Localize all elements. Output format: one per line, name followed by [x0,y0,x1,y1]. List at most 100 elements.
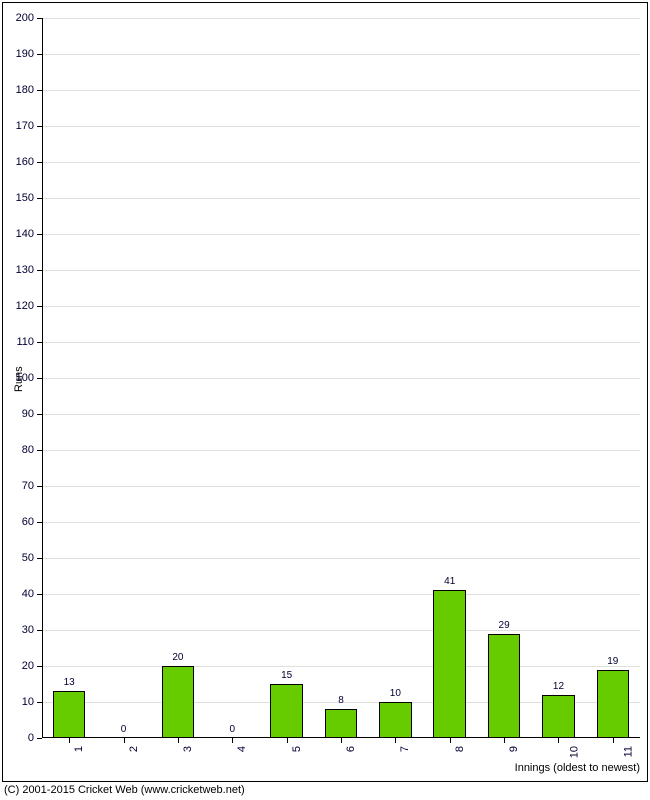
gridline [42,486,640,487]
x-tick-mark [450,738,451,743]
gridline [42,342,640,343]
y-tick-label: 70 [0,480,34,492]
plot-area: 13 0 20 0 15 8 10 41 29 12 19 [42,18,640,738]
bar-value-label: 10 [390,688,401,699]
y-tick-label: 0 [0,732,34,744]
x-tick-label: 10 [569,746,581,758]
gridline [42,450,640,451]
y-tick-mark [37,234,42,235]
y-tick-label: 100 [0,372,34,384]
bar-value-label: 41 [444,576,455,587]
y-tick-label: 90 [0,408,34,420]
bar-value-label: 19 [607,656,618,667]
y-tick-mark [37,198,42,199]
bar-value-label: 13 [64,677,75,688]
gridline [42,18,640,19]
bar-value-label: 15 [281,670,292,681]
x-tick-mark [69,738,70,743]
bar [488,634,521,738]
gridline [42,90,640,91]
x-tick-label: 5 [291,746,303,752]
y-tick-mark [37,558,42,559]
bar [270,684,303,738]
y-tick-label: 200 [0,12,34,24]
x-axis-title: Innings (oldest to newest) [515,762,640,774]
y-tick-mark [37,306,42,307]
bar [597,670,630,738]
x-tick-mark [395,738,396,743]
y-tick-label: 130 [0,264,34,276]
gridline [42,666,640,667]
x-tick-label: 11 [622,746,634,757]
y-tick-label: 40 [0,588,34,600]
gridline [42,522,640,523]
y-tick-mark [37,666,42,667]
x-tick-mark [124,738,125,743]
bar-value-label: 29 [499,620,510,631]
copyright-footer: (C) 2001-2015 Cricket Web (www.cricketwe… [4,784,245,796]
y-tick-label: 80 [0,444,34,456]
x-tick-label: 3 [182,746,194,752]
y-tick-label: 160 [0,156,34,168]
y-tick-mark [37,270,42,271]
y-tick-mark [37,342,42,343]
bar [542,695,575,738]
x-tick-mark [178,738,179,743]
bar-value-label: 20 [172,652,183,663]
x-tick-label: 8 [454,746,466,752]
x-tick-mark [341,738,342,743]
y-tick-label: 10 [0,696,34,708]
bar-value-label: 8 [338,695,344,706]
gridline [42,234,640,235]
y-tick-label: 190 [0,48,34,60]
bar [162,666,195,738]
y-tick-mark [37,450,42,451]
y-tick-label: 60 [0,516,34,528]
y-tick-mark [37,594,42,595]
y-tick-label: 140 [0,228,34,240]
x-tick-label: 6 [345,746,357,752]
y-tick-mark [37,126,42,127]
gridline [42,126,640,127]
x-tick-label: 4 [236,746,248,752]
bar [379,702,412,738]
y-tick-label: 150 [0,192,34,204]
y-tick-label: 20 [0,660,34,672]
y-tick-mark [37,414,42,415]
gridline [42,270,640,271]
y-tick-mark [37,486,42,487]
bar-value-label: 0 [121,724,127,735]
x-tick-label: 7 [399,746,411,752]
y-tick-mark [37,738,42,739]
y-tick-mark [37,630,42,631]
y-tick-mark [37,54,42,55]
x-tick-mark [232,738,233,743]
x-tick-mark [287,738,288,743]
y-tick-label: 110 [0,336,34,348]
x-tick-mark [613,738,614,743]
y-tick-mark [37,90,42,91]
x-tick-label: 2 [128,746,140,752]
x-tick-mark [558,738,559,743]
bar-value-label: 0 [229,724,235,735]
y-tick-mark [37,162,42,163]
bar [53,691,86,738]
gridline [42,558,640,559]
x-tick-label: 1 [73,746,85,752]
y-tick-label: 180 [0,84,34,96]
gridline [42,306,640,307]
bar [433,590,466,738]
y-tick-mark [37,522,42,523]
y-tick-mark [37,18,42,19]
gridline [42,198,640,199]
gridline [42,414,640,415]
bar [325,709,358,738]
gridline [42,630,640,631]
y-tick-label: 50 [0,552,34,564]
y-axis-line [42,18,43,738]
x-tick-mark [504,738,505,743]
bar-value-label: 12 [553,681,564,692]
gridline [42,54,640,55]
x-tick-label: 9 [508,746,520,752]
y-tick-mark [37,702,42,703]
